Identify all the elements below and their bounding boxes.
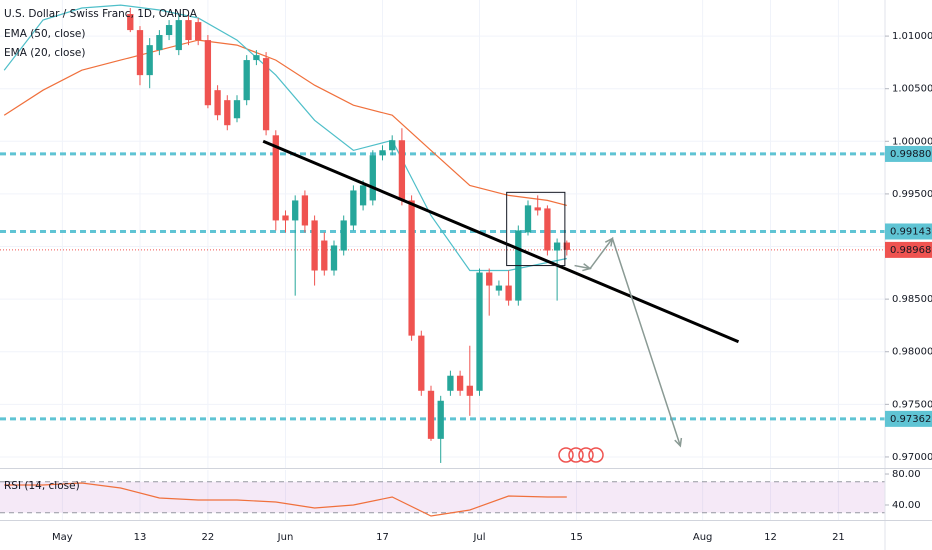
x-tick-label: 15 [570,532,583,543]
price-badge-label: 0.99880 [890,149,931,160]
y-tick-label: 80.00 [892,469,921,480]
candle-body [165,25,173,36]
x-tick-label: 17 [376,532,389,543]
rsi-band [0,481,885,513]
candle-body [524,205,532,233]
candle-body [398,140,406,201]
rsi-label: RSI (14, close) [4,480,80,492]
candle-body [195,22,202,41]
candle-body [553,242,561,251]
logo [558,447,604,463]
y-tick-label: 0.97000 [892,452,932,463]
candle-body [456,375,464,391]
candle-body [359,185,367,206]
y-tick-label: 1.00000 [892,136,932,147]
price-badge [885,410,932,427]
price-badge [885,223,932,240]
y-tick-label: 0.98000 [892,347,932,358]
logo-ring [558,447,574,463]
candle-body [466,385,473,396]
candle-body [311,220,318,271]
candle-body [350,190,357,226]
chart-title: U.S. Dollar / Swiss Franc, 1D, OANDA [4,8,198,20]
candle-body [224,100,231,126]
plot [0,4,885,517]
x-tick-label: Jul [472,532,485,543]
price-badge-label: 0.98968 [890,245,931,256]
rsi-line [4,482,567,517]
legend: U.S. Dollar / Swiss Franc, 1D, OANDA EMA… [4,8,198,492]
candle-body [253,55,260,61]
y-tick-label: 0.98500 [892,294,932,305]
candle-body [136,30,144,76]
candle-body [505,285,512,301]
price-badge [885,145,932,162]
candle-body [146,45,153,76]
candle-body [330,245,338,271]
candle-body [214,90,221,116]
candle-body [379,150,386,156]
arrow-head [604,237,614,247]
logo-ring [588,447,604,463]
y-tick-label: 1.01000 [892,31,932,42]
price-badge [885,241,932,258]
candle-body [486,272,493,286]
candle-body [301,195,309,226]
candle-body [127,13,134,31]
y-tick-label: 0.97500 [892,399,932,410]
candle-body [544,208,551,251]
candle-body [262,58,270,131]
arrow-head [582,263,592,272]
arrow-head [674,437,683,448]
candle-body [233,100,241,119]
candle-body [495,285,503,291]
candle-body [563,242,570,250]
candle-body [408,200,415,336]
x-tick-label: 21 [832,532,845,543]
candle-body [447,375,454,391]
projection-path [574,236,682,447]
candle-body [369,155,376,201]
y-tick-label: 1.00500 [892,84,932,95]
price-badge-label: 0.97362 [890,414,931,425]
ema-line [3,39,567,206]
x-tick-label: 22 [202,532,215,543]
candle-body [534,207,541,211]
x-tick-label: May [52,532,73,543]
price-badge-label: 0.99143 [890,226,931,237]
candle-body [427,390,435,439]
candle-body [243,60,250,101]
candle-body [204,40,212,106]
candle-body [321,240,328,271]
candle-body [185,20,192,41]
candle-body [340,220,347,251]
y-tick-label: 0.99500 [892,189,932,200]
trendline [262,139,740,344]
legend-entry: EMA (20, close) [4,47,86,59]
logo-ring [568,447,584,463]
y-tick-label: 40.00 [892,500,921,511]
x-tick-label: 13 [134,532,147,543]
x-tick-label: Jun [277,532,294,543]
highlight-box [506,191,566,267]
candle-body [476,272,483,391]
logo-ring [578,447,594,463]
candle-body [272,135,279,221]
candle-body [437,400,444,439]
candle-body [418,335,425,391]
candle-body [282,215,289,221]
x-tick-label: 12 [764,532,777,543]
legend-entry: EMA (50, close) [4,28,86,40]
candle-body [292,200,299,221]
candle-body [389,140,396,151]
x-tick-label: Aug [693,532,713,543]
candle-body [175,20,182,51]
candle-body [156,35,163,51]
